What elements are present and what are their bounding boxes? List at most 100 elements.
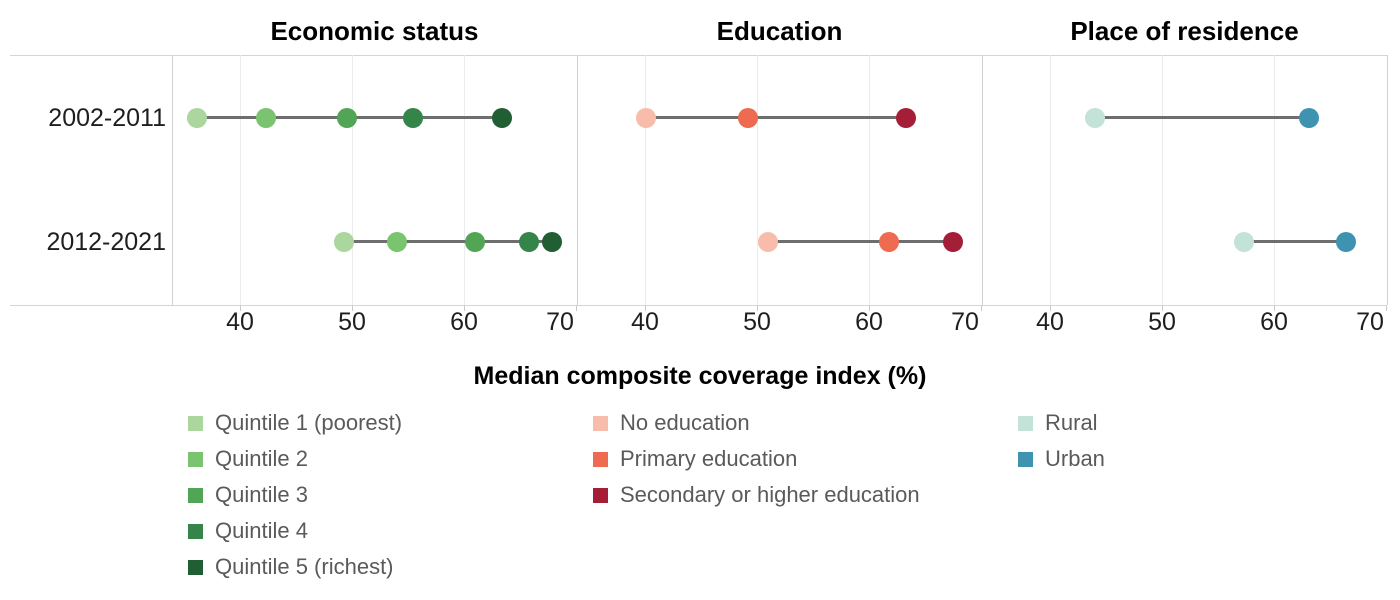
row-label-2002-2011: 2002-2011 — [48, 104, 166, 132]
axis-tick-label: 60 — [855, 308, 883, 336]
panel-border — [172, 55, 173, 305]
connector-line — [344, 240, 553, 243]
gridline — [869, 55, 870, 305]
legend-swatch — [593, 451, 608, 467]
legend-swatch — [593, 415, 608, 431]
panel-border — [982, 55, 983, 305]
x-axis-title: Median composite coverage index (%) — [473, 362, 927, 390]
dot-rural-2012-2021[interactable] — [1233, 232, 1254, 252]
legend-item-urban[interactable]: Urban — [1018, 441, 1105, 477]
legend-swatch — [188, 415, 203, 431]
axis-tick-label: 40 — [631, 308, 659, 336]
legend-item-secondary-or-higher-education[interactable]: Secondary or higher education — [593, 477, 920, 513]
axis-tick-label: 60 — [450, 308, 478, 336]
axis-tick-label: 50 — [338, 308, 366, 336]
panel-title-education: Education — [716, 16, 843, 46]
axis-tick-label: 70 — [951, 308, 979, 336]
axis-tick-label: 50 — [743, 308, 771, 336]
legend-label: Secondary or higher education — [620, 482, 920, 507]
dot-urban-2002-2011[interactable] — [1298, 108, 1319, 128]
legend-swatch — [1018, 415, 1033, 431]
dot-primary-education-2002-2011[interactable] — [738, 108, 759, 128]
axis-tick-label: 40 — [1036, 308, 1064, 336]
dot-urban-2012-2021[interactable] — [1335, 232, 1356, 252]
gridline — [240, 55, 241, 305]
axis-tick-label: 70 — [546, 308, 574, 336]
legend-label: Quintile 2 — [215, 446, 308, 471]
axis-tick-label: 70 — [1356, 308, 1384, 336]
row-label-2012-2021: 2012-2021 — [46, 228, 166, 256]
gridline — [1162, 55, 1163, 305]
gridline — [352, 55, 353, 305]
connector-line — [646, 116, 906, 119]
axis-tick — [645, 305, 646, 311]
legend-swatch — [188, 523, 203, 539]
axis-tick-label: 60 — [1260, 308, 1288, 336]
panel-title-economic-status: Economic status — [270, 16, 479, 46]
legend-item-no-education[interactable]: No education — [593, 405, 750, 441]
dot-no-education-2012-2021[interactable] — [758, 232, 779, 252]
dot-rural-2002-2011[interactable] — [1084, 108, 1105, 128]
dot-quintile-5-richest-2002-2011[interactable] — [492, 108, 513, 128]
axis-tick — [1050, 305, 1051, 311]
gridline — [645, 55, 646, 305]
legend-label: Quintile 1 (poorest) — [215, 410, 403, 435]
dot-quintile-1-poorest-2002-2011[interactable] — [186, 108, 207, 128]
gridline — [464, 55, 465, 305]
gridline — [1274, 55, 1275, 305]
legend-item-quintile-1-poorest[interactable]: Quintile 1 (poorest) — [188, 405, 402, 441]
legend-item-rural[interactable]: Rural — [1018, 405, 1098, 441]
legend-item-quintile-5-richest[interactable]: Quintile 5 (richest) — [188, 549, 394, 585]
dot-secondary-or-higher-education-2002-2011[interactable] — [895, 108, 916, 128]
axis-tick — [1162, 305, 1163, 311]
legend-item-quintile-4[interactable]: Quintile 4 — [188, 513, 308, 549]
plot-border-bottom — [10, 305, 1387, 306]
legend-label: Quintile 5 (richest) — [215, 554, 394, 579]
dot-primary-education-2012-2021[interactable] — [879, 232, 900, 252]
dot-quintile-2-2012-2021[interactable] — [386, 232, 407, 252]
legend-item-primary-education[interactable]: Primary education — [593, 441, 797, 477]
dot-secondary-or-higher-education-2012-2021[interactable] — [942, 232, 963, 252]
legend-swatch — [188, 559, 203, 575]
gridline — [1050, 55, 1051, 305]
axis-tick — [352, 305, 353, 311]
legend-item-quintile-3[interactable]: Quintile 3 — [188, 477, 308, 513]
legend-swatch — [188, 487, 203, 503]
legend-swatch — [188, 451, 203, 467]
connector-line — [768, 240, 953, 243]
panel-title-place-of-residence: Place of residence — [1070, 16, 1299, 46]
legend-swatch — [593, 487, 608, 503]
dot-no-education-2002-2011[interactable] — [636, 108, 657, 128]
plot-border-top — [10, 55, 1387, 56]
axis-tick — [1274, 305, 1275, 311]
axis-tick — [757, 305, 758, 311]
legend-label: No education — [620, 410, 750, 435]
dot-quintile-4-2012-2021[interactable] — [518, 232, 539, 252]
axis-tick — [1386, 305, 1387, 311]
gridline — [757, 55, 758, 305]
dot-quintile-3-2012-2021[interactable] — [465, 232, 486, 252]
legend-label: Urban — [1045, 446, 1105, 471]
legend-item-quintile-2[interactable]: Quintile 2 — [188, 441, 308, 477]
dot-quintile-2-2002-2011[interactable] — [255, 108, 276, 128]
dot-quintile-5-richest-2012-2021[interactable] — [542, 232, 563, 252]
dot-quintile-1-poorest-2012-2021[interactable] — [334, 232, 355, 252]
legend-label: Quintile 3 — [215, 482, 308, 507]
axis-tick — [869, 305, 870, 311]
legend-label: Primary education — [620, 446, 798, 471]
axis-tick — [981, 305, 982, 311]
legend-label: Quintile 4 — [215, 518, 308, 543]
legend-label: Rural — [1045, 410, 1098, 435]
panel-border — [577, 55, 578, 305]
connector-line — [1094, 116, 1309, 119]
axis-tick-label: 50 — [1148, 308, 1176, 336]
dot-quintile-4-2002-2011[interactable] — [402, 108, 423, 128]
axis-tick — [576, 305, 577, 311]
axis-tick — [464, 305, 465, 311]
dot-quintile-3-2002-2011[interactable] — [336, 108, 357, 128]
axis-tick — [240, 305, 241, 311]
panel-border — [1387, 55, 1388, 305]
legend-swatch — [1018, 451, 1033, 467]
connector-line — [1243, 240, 1346, 243]
